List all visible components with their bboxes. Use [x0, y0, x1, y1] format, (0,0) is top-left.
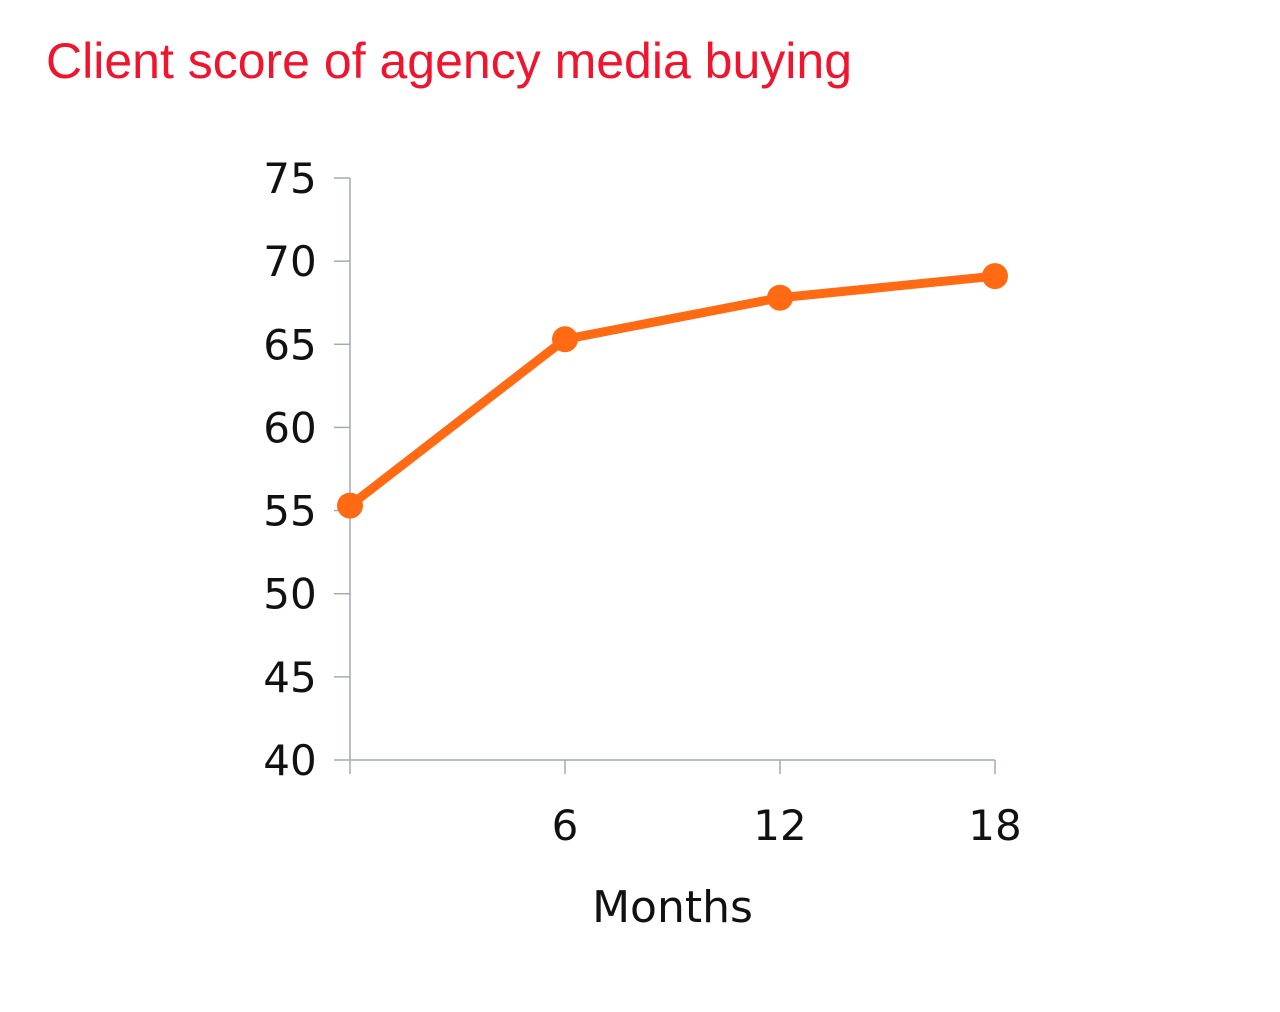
x-axis-title: Months [592, 882, 753, 933]
data-point [767, 284, 793, 311]
y-axis: 40 45 50 55 60 65 70 75 [263, 154, 351, 785]
x-axis: 6 12 18 [349, 759, 1022, 850]
y-tick-label: 75 [263, 154, 316, 203]
y-tick-label: 50 [263, 570, 316, 619]
x-tick-label: 12 [753, 801, 806, 850]
data-point [982, 263, 1008, 290]
series-line [345, 271, 1000, 511]
y-tick-label: 70 [263, 237, 316, 286]
y-tick-label: 60 [263, 403, 316, 452]
y-tick-label: 65 [263, 320, 316, 369]
y-tick-label: 55 [263, 487, 316, 536]
chart-title: Client score of agency media buying [46, 33, 853, 89]
data-point [552, 326, 578, 353]
data-point [337, 492, 363, 519]
y-tick-label: 40 [263, 736, 316, 785]
y-tick-label: 45 [263, 653, 316, 702]
x-tick-label: 6 [552, 801, 579, 850]
x-tick-label: 18 [968, 801, 1021, 850]
series-layer [337, 263, 1008, 519]
